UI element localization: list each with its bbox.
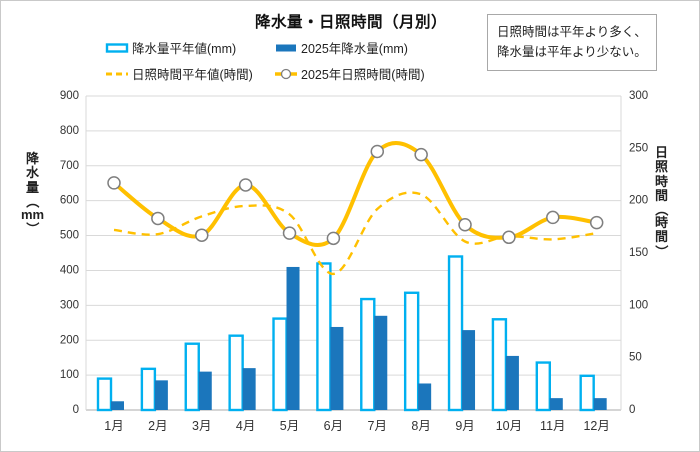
axis-title-char: 間 [655, 187, 669, 203]
bar-precip-2025 [374, 315, 388, 410]
legend-row-2: 日照時間平年値(時間) 2025年日照時間(時間) [105, 64, 425, 83]
bar-precip-2025 [330, 326, 344, 410]
marker-sunshine-2025 [502, 230, 516, 245]
marker-sunshine-2025 [546, 210, 560, 225]
x-axis-label: 7月 [368, 419, 387, 433]
x-axis-label: 9月 [455, 419, 474, 433]
legend-item-sunshine-normal: 日照時間平年値(時間) [105, 64, 274, 83]
x-axis-label: 11月 [540, 419, 565, 433]
bar-precip-2025 [198, 371, 212, 410]
x-axis-label: 10月 [496, 419, 522, 433]
bar-precip-normal [96, 377, 113, 412]
axis-title-char: 間 [655, 229, 669, 245]
y-axis-left-tick: 200 [60, 334, 79, 346]
marker-sunshine-2025 [370, 144, 385, 159]
y-axis-left-tick: 0 [73, 404, 79, 416]
marker-sunshine-2025 [282, 226, 297, 240]
x-axis-label: 1月 [104, 419, 123, 433]
bar-outline-swatch-icon [105, 42, 129, 53]
y-axis-left-tick: 900 [60, 90, 79, 102]
y-axis-left-tick: 800 [60, 125, 79, 137]
y-axis-right-tick: 200 [629, 195, 648, 207]
x-axis-label: 8月 [411, 419, 430, 433]
bar-precip-normal [360, 297, 376, 412]
bar-precip-normal [316, 262, 332, 412]
marker-line-swatch-icon [275, 68, 297, 79]
axis-title-char: 照 [655, 159, 669, 175]
x-axis-label: 4月 [236, 419, 255, 433]
bar-precip-2025 [462, 330, 476, 410]
y-axis-left-tick: 700 [60, 160, 79, 172]
x-axis-label: 2月 [148, 419, 167, 433]
legend-label: 日照時間平年値(時間) [132, 68, 253, 82]
dashed-line-swatch-icon [106, 72, 128, 75]
marker-sunshine-2025 [195, 228, 209, 242]
legend-label: 2025年日照時間(時間) [301, 68, 425, 82]
axis-title-char: 時 [655, 173, 669, 189]
y-axis-left-title: 降水量（mm） [21, 151, 45, 235]
axis-title-char: 時 [655, 215, 669, 231]
marker-sunshine-2025 [326, 231, 341, 246]
x-axis-label: 6月 [324, 419, 343, 433]
line-sunshine-2025 [112, 141, 599, 248]
bar-precip-2025 [549, 398, 563, 410]
y-axis-right-title: 日照時間（時間） [654, 145, 669, 258]
legend-item-sunshine-2025: 2025年日照時間(時間) [274, 64, 425, 83]
bar-precip-normal [491, 318, 508, 412]
axis-title-char: 日 [655, 145, 669, 160]
x-axis-label: 3月 [192, 419, 211, 433]
bar-precip-2025 [111, 401, 124, 410]
marker-sunshine-2025 [151, 211, 165, 226]
legend-row-1: 降水量平年値(mm) 2025年降水量(mm) [105, 38, 425, 57]
y-axis-left-tick: 400 [60, 264, 79, 276]
bar-solid-swatch-icon [276, 44, 296, 51]
legend-label: 降水量平年値(mm) [132, 42, 237, 56]
x-axis-label: 5月 [280, 419, 299, 433]
y-axis-right-tick: 250 [629, 142, 648, 154]
axis-title-char: 降 [26, 151, 40, 166]
axis-title-char: 水 [26, 165, 40, 181]
y-axis-left-tick: 600 [60, 195, 79, 207]
legend-label: 2025年降水量(mm) [301, 42, 408, 56]
bar-precip-2025 [154, 380, 168, 410]
y-axis-left-tick: 100 [60, 369, 79, 381]
bar-precip-normal [184, 342, 200, 412]
bar-precip-normal [447, 255, 464, 412]
bar-precip-2025 [505, 355, 519, 410]
legend-item-precip-2025: 2025年降水量(mm) [274, 38, 408, 57]
marker-sunshine-2025 [414, 147, 428, 162]
bar-precip-2025 [418, 383, 432, 410]
y-axis-right-tick: 300 [629, 90, 648, 102]
bar-precip-2025 [242, 368, 256, 410]
y-axis-right-tick: 0 [629, 404, 635, 416]
bar-precip-2025 [593, 398, 607, 410]
axis-title-char: mm [21, 206, 45, 222]
bar-precip-normal [272, 317, 288, 412]
bar-precip-normal [579, 374, 595, 412]
bar-precip-2025 [286, 266, 300, 410]
y-axis-left-tick: 300 [60, 299, 79, 311]
y-axis-right-tick: 150 [629, 247, 648, 259]
axis-title-char: 量 [26, 179, 40, 195]
y-axis-right-tick: 100 [629, 299, 648, 311]
chart-legend: 降水量平年値(mm) 2025年降水量(mm) 日照時間平年値(時間) [105, 38, 425, 83]
bar-precip-normal [228, 334, 244, 412]
marker-sunshine-2025 [107, 176, 121, 190]
legend-item-precip-normal: 降水量平年値(mm) [105, 38, 274, 57]
marker-sunshine-2025 [589, 215, 604, 230]
bar-precip-normal [403, 291, 420, 412]
marker-sunshine-2025 [238, 178, 253, 192]
annotation-line-1: 日照時間は平年より多く、 [497, 25, 647, 39]
y-axis-right-tick: 50 [629, 352, 642, 364]
marker-sunshine-2025 [458, 217, 472, 232]
bar-precip-normal [535, 361, 551, 412]
chart-title: 降水量・日照時間（月別） [254, 14, 447, 31]
annotation-line-2: 降水量は平年より少ない。 [497, 45, 647, 60]
y-axis-left-tick: 500 [60, 230, 79, 242]
x-axis-label: 12月 [583, 419, 609, 433]
bar-precip-normal [140, 367, 157, 412]
annotation-box: 日照時間は平年より多く、 降水量は平年より少ない。 [487, 14, 657, 71]
